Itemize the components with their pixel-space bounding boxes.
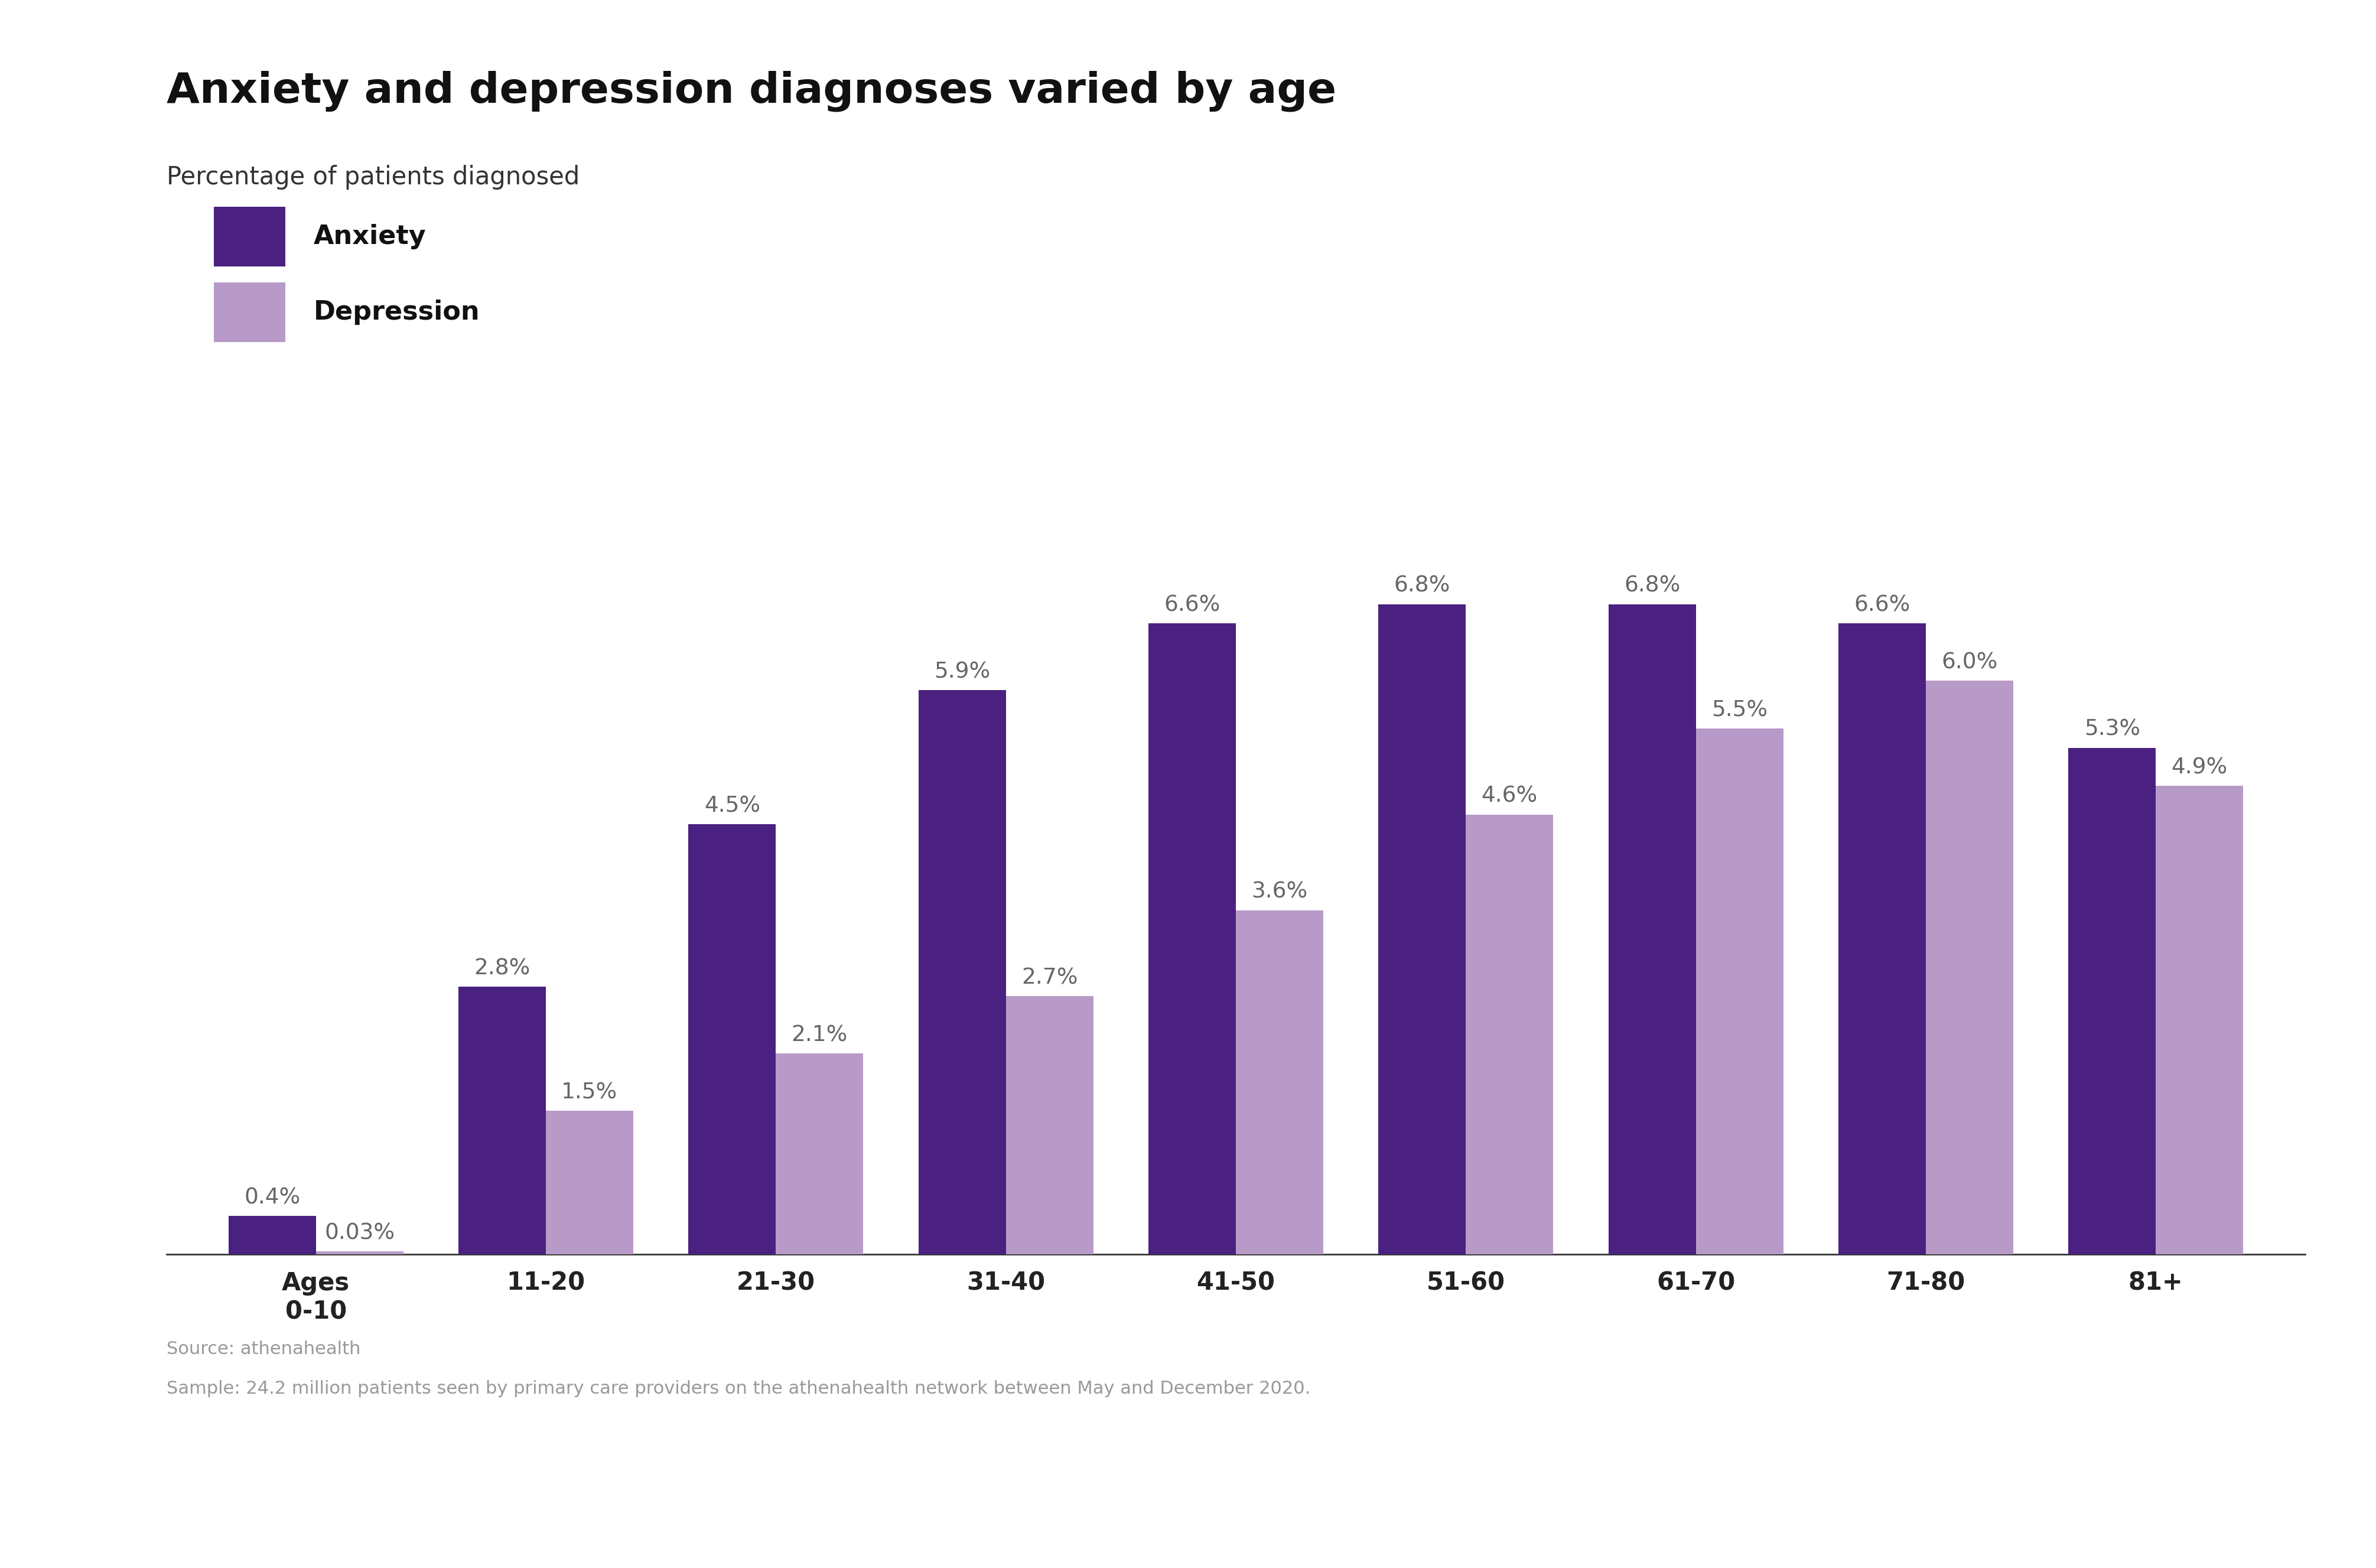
Text: 3.6%: 3.6% <box>1252 881 1307 903</box>
Bar <box>689 825 775 1254</box>
Bar <box>316 1251 404 1254</box>
Text: 6.8%: 6.8% <box>1395 575 1449 596</box>
Bar <box>1378 604 1466 1254</box>
Text: Depression: Depression <box>314 299 480 325</box>
Text: 6.6%: 6.6% <box>1853 594 1910 616</box>
Bar <box>228 1217 316 1254</box>
Bar <box>1925 681 2012 1254</box>
Bar <box>2155 786 2243 1254</box>
Text: 4.6%: 4.6% <box>1480 786 1537 808</box>
Bar <box>1609 604 1696 1254</box>
Text: 2.1%: 2.1% <box>791 1025 848 1046</box>
Bar <box>1236 909 1323 1254</box>
Text: 5.5%: 5.5% <box>1711 699 1768 721</box>
Text: 1.5%: 1.5% <box>561 1082 618 1104</box>
Text: 5.3%: 5.3% <box>2084 718 2141 740</box>
Bar <box>1839 624 1925 1254</box>
Text: 5.9%: 5.9% <box>934 662 991 682</box>
Text: Sample: 24.2 million patients seen by primary care providers on the athenahealth: Sample: 24.2 million patients seen by pr… <box>166 1380 1309 1397</box>
Bar <box>546 1112 632 1254</box>
Bar <box>775 1054 862 1254</box>
Bar <box>917 690 1005 1254</box>
Bar <box>2067 748 2155 1254</box>
Text: 6.8%: 6.8% <box>1623 575 1680 596</box>
Text: 0.4%: 0.4% <box>245 1187 299 1209</box>
Text: 6.6%: 6.6% <box>1164 594 1219 616</box>
Text: Source: athenahealth: Source: athenahealth <box>166 1341 361 1358</box>
Text: 0.03%: 0.03% <box>323 1223 394 1243</box>
Text: Percentage of patients diagnosed: Percentage of patients diagnosed <box>166 165 580 190</box>
Text: 4.9%: 4.9% <box>2172 757 2226 778</box>
Bar <box>1148 624 1236 1254</box>
Bar <box>1005 996 1093 1254</box>
Bar <box>459 986 546 1254</box>
Text: Anxiety: Anxiety <box>314 224 425 249</box>
Bar <box>1466 815 1554 1254</box>
Bar <box>1696 729 1782 1254</box>
Text: Anxiety and depression diagnoses varied by age: Anxiety and depression diagnoses varied … <box>166 71 1335 111</box>
Text: 2.8%: 2.8% <box>473 958 530 978</box>
Text: 6.0%: 6.0% <box>1941 652 1998 673</box>
Text: 2.7%: 2.7% <box>1022 967 1076 988</box>
Text: 4.5%: 4.5% <box>703 795 760 817</box>
